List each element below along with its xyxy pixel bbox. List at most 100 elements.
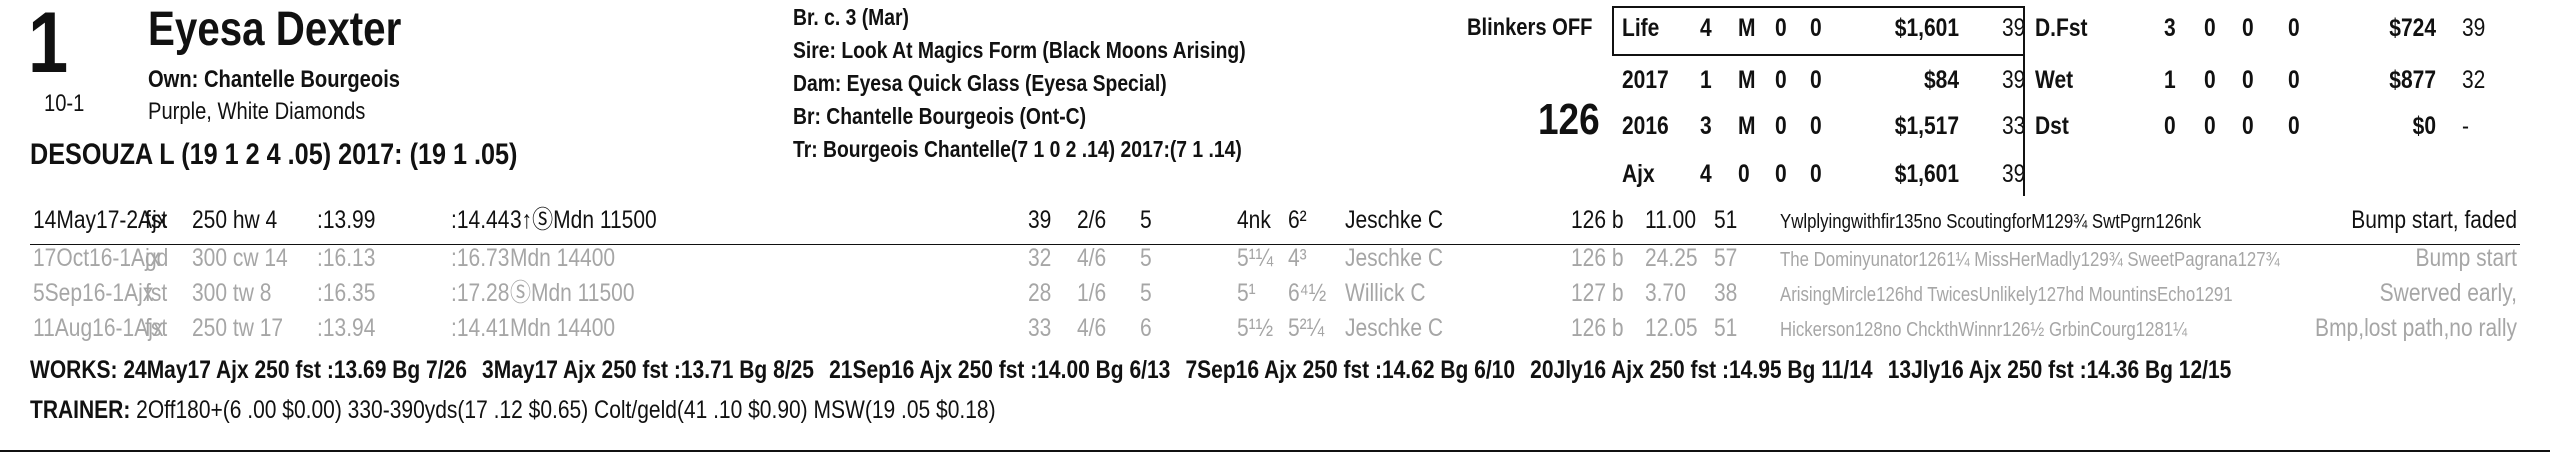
surface-record-cell: -: [2462, 112, 2469, 140]
pp-cell: 126 b: [1571, 206, 1624, 234]
pp-cell: Hickerson128no ChckthWinnr126½ GrbinCour…: [1780, 319, 2188, 341]
record-cell: 0: [1775, 112, 1787, 140]
record-cell: Ajx: [1622, 160, 1655, 188]
record-cell: 4: [1700, 14, 1712, 42]
work: 3May17 Ajx 250 fst :13.71 Bg 8/25: [482, 356, 814, 384]
pp-cell: 11.00: [1645, 206, 1697, 234]
pp-cell: Jeschke C: [1345, 244, 1444, 272]
pp-cell: 39: [1028, 206, 1052, 234]
pp-cell: Jeschke C: [1345, 314, 1444, 342]
pp-cell: Jeschke C: [1345, 206, 1444, 234]
record-cell: 39: [2002, 14, 2026, 42]
pp-cell: fst: [145, 314, 168, 342]
pp-cell: 3.70: [1645, 279, 1686, 307]
surface-record-cell: D.Fst: [2035, 14, 2088, 42]
surface-record-cell: 39: [2462, 14, 2486, 42]
surface-record-cell: 0: [2204, 66, 2216, 94]
record-cell: M: [1738, 66, 1756, 94]
pp-cell: 250 hw 4: [192, 206, 278, 234]
pp-cell: 12.05: [1645, 314, 1698, 342]
works-label: WORKS:: [30, 356, 118, 384]
record-cell: 4: [1700, 160, 1712, 188]
pp-cell: :14.44: [451, 206, 510, 234]
pp-cell: ⓈMdn 11500: [510, 279, 635, 307]
trainer-text: 2Off180+(6 .00 $0.00) 330-390yds(17 .12 …: [136, 396, 996, 424]
work: 24May17 Ajx 250 fst :13.69 Bg 7/26: [123, 356, 467, 384]
pp-cell: 51: [1714, 206, 1738, 234]
record-cell: 0: [1775, 160, 1787, 188]
pp-cell: 4³: [1288, 244, 1307, 272]
surface-record-cell: 0: [2242, 14, 2254, 42]
pp-cell: gd: [145, 244, 169, 272]
pp-cell: The Dominyunator1261¼ MissHerMadly129¾ S…: [1780, 249, 2280, 271]
surface-record-cell: Dst: [2035, 112, 2069, 140]
record-cell: M: [1738, 112, 1756, 140]
record-cell: 2017: [1622, 66, 1669, 94]
jockey: DESOUZA L (19 1 2 4 .05) 2017: (19 1 .05…: [30, 138, 518, 171]
record-cell: 0: [1775, 66, 1787, 94]
pp-cell: 127 b: [1571, 279, 1624, 307]
pp-cell: 5: [1140, 244, 1152, 272]
record-cell: $1,517: [1894, 112, 1959, 140]
surface-record-cell: 0: [2164, 112, 2176, 140]
surface-record-cell: 0: [2204, 14, 2216, 42]
pp-cell: 6²: [1288, 206, 1307, 234]
record-box-left: [1612, 6, 1614, 56]
surface-record-cell: 3: [2164, 14, 2176, 42]
pp-cell: 33: [1028, 314, 1052, 342]
record-cell: M: [1738, 14, 1756, 42]
pp-cell: fst: [145, 279, 168, 307]
pp-cell: Bmp,lost path,no rally: [2315, 314, 2517, 342]
surface-record-cell: 0: [2288, 14, 2300, 42]
pp-cell: 32: [1028, 244, 1052, 272]
pp-cell: 38: [1714, 279, 1738, 307]
surface-record-cell: $877: [2389, 66, 2436, 94]
bottom-rule: [0, 450, 2550, 452]
surface-record-cell: 0: [2288, 66, 2300, 94]
trainer-label: TRAINER:: [30, 396, 131, 424]
surface-record-cell: 32: [2462, 66, 2486, 94]
pp-underline: [30, 244, 2520, 245]
surface-record-cell: $724: [2389, 14, 2436, 42]
work: 20Jly16 Ajx 250 fst :14.95 Bg 11/14: [1530, 356, 1873, 384]
pp-cell: 126 b: [1571, 314, 1624, 342]
record-cell: $1,601: [1894, 14, 1959, 42]
record-cell: 1: [1700, 66, 1712, 94]
record-cell: 0: [1775, 14, 1787, 42]
equipment: Blinkers OFF: [1467, 14, 1593, 41]
pp-cell: 6: [1140, 314, 1152, 342]
pp-cell: 14May17-2Ajx: [33, 206, 168, 234]
pp-cell: Ywlplyingwithfir135no ScoutingforM129¾ S…: [1780, 211, 2202, 233]
pp-cell: 2/6: [1077, 206, 1107, 234]
pp-cell: 1/6: [1077, 279, 1107, 307]
odds: 10-1: [44, 90, 85, 117]
record-cell: 39: [2002, 66, 2026, 94]
record-cell: 0: [1738, 160, 1750, 188]
pp-cell: 11Aug16-1Ajx: [33, 314, 164, 342]
pp-cell: Bump start: [2415, 244, 2517, 272]
post-position: 1: [28, 0, 69, 91]
pp-cell: Bump start, faded: [2351, 206, 2517, 234]
pp-cell: 300 cw 14: [192, 244, 288, 272]
pp-cell: fst: [145, 206, 168, 234]
pp-cell: 5Sep16-1Ajx: [33, 279, 154, 307]
record-divider: [2023, 6, 2025, 196]
pp-cell: 5¹: [1237, 279, 1256, 307]
pp-cell: 51: [1714, 314, 1738, 342]
owner: Own: Chantelle Bourgeois: [148, 66, 401, 93]
surface-record-cell: 1: [2164, 66, 2176, 94]
horse-name: Eyesa Dexter: [148, 3, 402, 56]
pp-cell: 4/6: [1077, 244, 1107, 272]
record-box-top: [1612, 6, 2025, 8]
pp-cell: 6⁴½: [1288, 279, 1327, 307]
pp-cell: 3↑ⓈMdn 11500: [510, 206, 657, 234]
record-cell: Life: [1622, 14, 1660, 42]
record-cell: 0: [1810, 14, 1822, 42]
surface-record-cell: 0: [2204, 112, 2216, 140]
surface-record-cell: 0: [2288, 112, 2300, 140]
pp-cell: ArisingMircle126hd TwicesUnlikely127hd M…: [1780, 284, 2233, 306]
pp-cell: 5¹¼: [1237, 244, 1274, 272]
pp-cell: 5: [1140, 279, 1152, 307]
record-cell: 2016: [1622, 112, 1669, 140]
